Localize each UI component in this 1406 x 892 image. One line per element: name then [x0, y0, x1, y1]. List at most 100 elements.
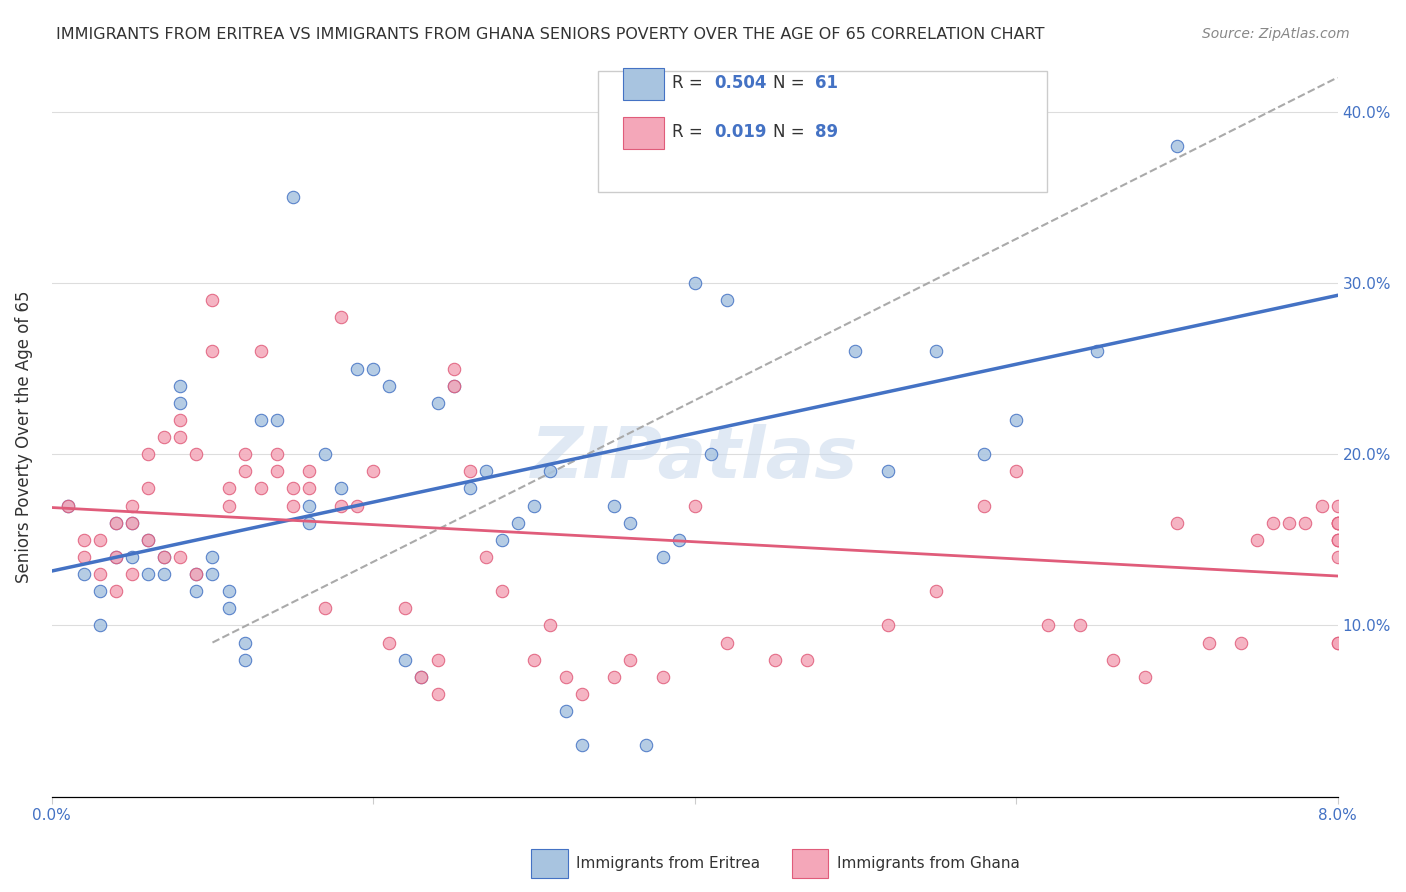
- Point: [619, 516, 641, 530]
- Point: [1326, 533, 1348, 547]
- Text: ZIPatlas: ZIPatlas: [531, 424, 859, 493]
- Point: [474, 464, 496, 478]
- Point: [1326, 635, 1348, 649]
- Point: [186, 567, 208, 582]
- Point: [555, 670, 578, 684]
- Point: [233, 447, 256, 461]
- Point: [249, 344, 271, 359]
- Point: [73, 533, 96, 547]
- Point: [426, 687, 449, 701]
- Point: [1326, 516, 1348, 530]
- Text: 89: 89: [815, 123, 838, 141]
- Point: [169, 413, 191, 427]
- Point: [1326, 516, 1348, 530]
- Point: [716, 293, 738, 307]
- Point: [346, 499, 368, 513]
- Point: [378, 635, 401, 649]
- Point: [925, 584, 948, 599]
- Point: [121, 567, 143, 582]
- Point: [619, 653, 641, 667]
- Point: [491, 533, 513, 547]
- Text: Source: ZipAtlas.com: Source: ZipAtlas.com: [1202, 27, 1350, 41]
- Point: [1326, 516, 1348, 530]
- Point: [218, 482, 240, 496]
- Point: [281, 499, 304, 513]
- Point: [89, 567, 111, 582]
- Point: [1005, 464, 1028, 478]
- Point: [796, 653, 818, 667]
- Point: [1133, 670, 1156, 684]
- Point: [411, 670, 433, 684]
- Point: [73, 567, 96, 582]
- Point: [426, 653, 449, 667]
- Y-axis label: Seniors Poverty Over the Age of 65: Seniors Poverty Over the Age of 65: [15, 291, 32, 583]
- Point: [763, 653, 786, 667]
- Point: [763, 156, 786, 170]
- Point: [1230, 635, 1253, 649]
- Point: [105, 516, 128, 530]
- Text: Immigrants from Eritrea: Immigrants from Eritrea: [576, 856, 761, 871]
- Point: [1166, 139, 1188, 153]
- Point: [105, 584, 128, 599]
- Point: [796, 173, 818, 187]
- Point: [1263, 516, 1285, 530]
- Point: [218, 584, 240, 599]
- Point: [330, 499, 353, 513]
- Point: [1326, 549, 1348, 564]
- Point: [683, 499, 706, 513]
- Point: [876, 618, 898, 632]
- Text: 0.019: 0.019: [714, 123, 766, 141]
- Point: [169, 378, 191, 392]
- Point: [249, 413, 271, 427]
- Point: [121, 516, 143, 530]
- Point: [973, 447, 995, 461]
- Point: [426, 396, 449, 410]
- Point: [121, 499, 143, 513]
- Point: [233, 635, 256, 649]
- Point: [330, 482, 353, 496]
- Point: [716, 635, 738, 649]
- Point: [201, 344, 224, 359]
- Point: [73, 549, 96, 564]
- Point: [394, 653, 416, 667]
- Point: [651, 670, 673, 684]
- Point: [105, 549, 128, 564]
- Point: [1326, 635, 1348, 649]
- Point: [700, 447, 723, 461]
- Point: [1101, 653, 1123, 667]
- Point: [136, 567, 159, 582]
- Point: [266, 464, 288, 478]
- Text: 61: 61: [815, 74, 838, 92]
- Point: [1326, 499, 1348, 513]
- Point: [218, 601, 240, 615]
- Point: [56, 499, 79, 513]
- Point: [523, 499, 546, 513]
- Point: [636, 739, 658, 753]
- Point: [411, 670, 433, 684]
- Point: [1326, 533, 1348, 547]
- Point: [89, 533, 111, 547]
- Point: [298, 464, 321, 478]
- Point: [443, 361, 465, 376]
- Point: [603, 670, 626, 684]
- Point: [314, 601, 336, 615]
- Point: [153, 549, 176, 564]
- Text: IMMIGRANTS FROM ERITREA VS IMMIGRANTS FROM GHANA SENIORS POVERTY OVER THE AGE OF: IMMIGRANTS FROM ERITREA VS IMMIGRANTS FR…: [56, 27, 1045, 42]
- Point: [186, 447, 208, 461]
- Text: N =: N =: [773, 74, 810, 92]
- Point: [105, 549, 128, 564]
- Text: R =: R =: [672, 123, 709, 141]
- Point: [506, 516, 529, 530]
- Point: [56, 499, 79, 513]
- Point: [1310, 499, 1333, 513]
- Text: Immigrants from Ghana: Immigrants from Ghana: [837, 856, 1019, 871]
- Point: [169, 549, 191, 564]
- Point: [1326, 516, 1348, 530]
- Point: [973, 499, 995, 513]
- Point: [378, 378, 401, 392]
- Point: [233, 464, 256, 478]
- Point: [186, 567, 208, 582]
- Point: [1198, 635, 1220, 649]
- Point: [844, 121, 866, 136]
- Point: [571, 687, 593, 701]
